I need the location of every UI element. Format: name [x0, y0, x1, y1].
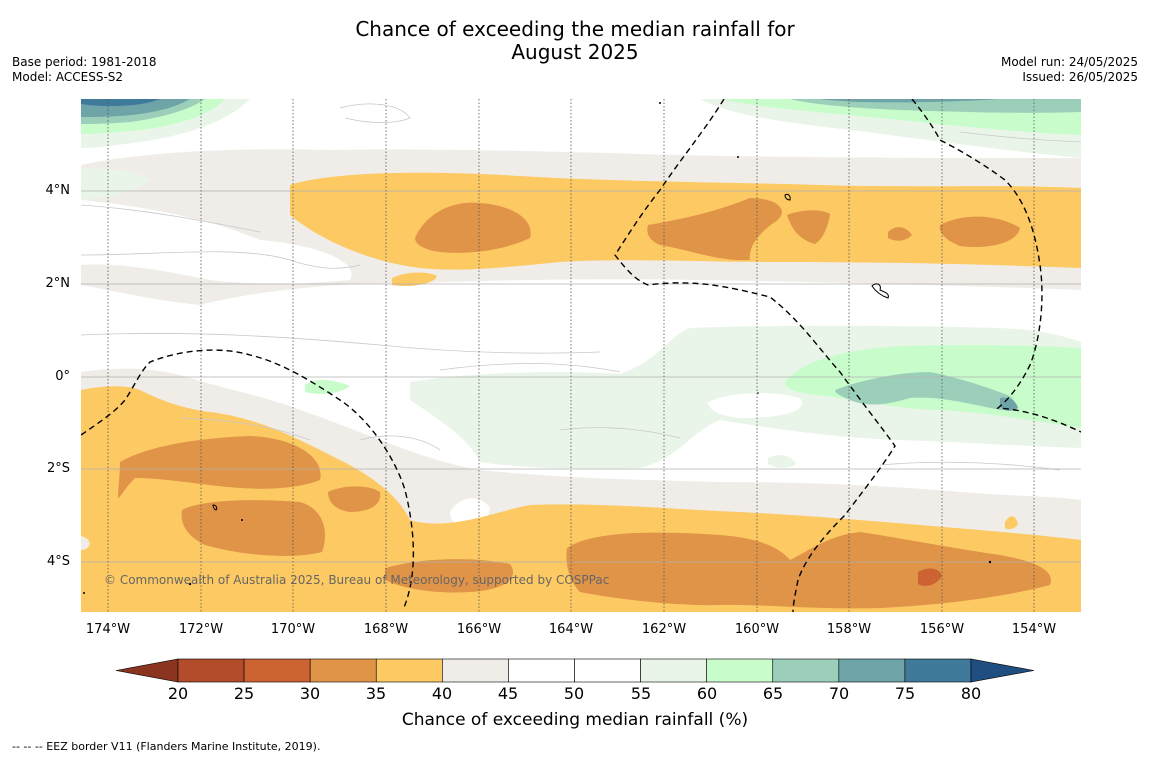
lon-label-172w: 172°W — [178, 622, 224, 637]
band-north-30-35-a — [415, 202, 531, 253]
colorbar-tick-45: 45 — [497, 684, 519, 703]
contour-lines — [81, 103, 1081, 471]
meta-left: Base period: 1981-2018 Model: ACCESS-S2 — [12, 55, 157, 85]
model-text: Model: ACCESS-S2 — [12, 70, 124, 84]
colorbar-segment-1 — [243, 658, 311, 683]
lat-label-2n: 2°N — [45, 276, 71, 291]
lon-label-164w: 164°W — [548, 622, 594, 637]
colorbar-segment-4 — [442, 658, 509, 683]
colorbar-tick-55: 55 — [630, 684, 652, 703]
band-south-25-30 — [918, 568, 942, 586]
top-left-80 — [81, 99, 160, 106]
lat-label-4n: 4°N — [45, 183, 71, 198]
band-south-30-35-e — [566, 532, 1051, 609]
lon-label-160w: 160°W — [734, 622, 780, 637]
band-south-30-35-b — [181, 500, 326, 556]
eez-borders — [81, 99, 1081, 612]
band-south-30-35-a — [118, 436, 321, 498]
colorbar-below-triangle — [115, 658, 179, 683]
colorbar-tick-50: 50 — [563, 684, 585, 703]
band-equator-65-70-small — [1000, 397, 1018, 411]
green-patch-west — [81, 168, 150, 200]
green-patch-sw — [768, 455, 796, 468]
colorbar-segments — [177, 658, 972, 683]
map-layer — [81, 99, 1081, 612]
band-north-30-35-b — [647, 198, 782, 261]
band-equator-65-70 — [835, 372, 1015, 411]
band-north-35-40-small — [392, 272, 437, 286]
small-green-west — [305, 379, 350, 394]
lon-label-168w: 168°W — [363, 622, 409, 637]
colorbar-segment-11 — [904, 658, 972, 683]
colorbar-tick-75: 75 — [894, 684, 916, 703]
lat-label-4s: 4°S — [46, 554, 70, 569]
band-equator-white-hole — [708, 393, 802, 418]
colorbar-segment-8 — [706, 658, 774, 683]
colorbar-tick-65: 65 — [762, 684, 784, 703]
colorbar-segment-6 — [574, 658, 641, 683]
colorbar-above-triangle — [970, 658, 1035, 683]
base-period-text: Base period: 1981-2018 — [12, 55, 157, 69]
colorbar-tick-70: 70 — [828, 684, 850, 703]
lat-label-0: 0° — [55, 369, 70, 384]
colorbar-segment-5 — [508, 658, 575, 683]
model-run-text: Model run: 24/05/2025 — [1000, 55, 1138, 69]
colorbar-segment-10 — [838, 658, 906, 683]
colorbar-segment-0 — [177, 658, 245, 683]
band-south-35-40-small — [1005, 516, 1018, 530]
title-line-2: August 2025 — [511, 40, 639, 64]
band-north-30-35-e — [939, 216, 1020, 248]
top-right-75 — [820, 99, 1000, 103]
lon-label-166w: 166°W — [456, 622, 502, 637]
colorbar-tick-40: 40 — [431, 684, 453, 703]
colorbar-tick-35: 35 — [365, 684, 387, 703]
band-south-30-35-c — [328, 486, 381, 512]
island-dots — [83, 102, 992, 594]
lon-label-170w: 170°W — [270, 622, 316, 637]
colorbar-tick-30: 30 — [299, 684, 321, 703]
north-white-gap — [81, 200, 352, 284]
colorbar-segment-3 — [375, 658, 443, 683]
band-south-30-35-d — [385, 559, 514, 593]
latitude-gridlines — [81, 190, 1081, 563]
colorbar-tick-25: 25 — [233, 684, 255, 703]
longitude-gridlines — [107, 99, 1035, 612]
lon-label-154w: 154°W — [1011, 622, 1057, 637]
colorbar-tick-80: 80 — [960, 684, 982, 703]
lon-label-156w: 156°W — [919, 622, 965, 637]
band-north-30-35-c — [787, 210, 830, 244]
band-north-30-35-d — [888, 227, 912, 241]
islands — [212, 193, 889, 511]
map-title: Chance of exceeding the median rainfall … — [0, 18, 1150, 64]
lat-label-2s: 2°S — [46, 461, 70, 476]
lon-label-162w: 162°W — [641, 622, 687, 637]
eez-footnote: -- -- -- EEZ border V11 (Flanders Marine… — [12, 740, 321, 753]
lon-label-158w: 158°W — [826, 622, 872, 637]
title-line-1: Chance of exceeding the median rainfall … — [355, 17, 795, 41]
colorbar-segment-2 — [309, 658, 377, 683]
issued-text: Issued: 26/05/2025 — [1022, 70, 1138, 84]
lon-label-174w: 174°W — [85, 622, 131, 637]
top-right-70 — [790, 99, 1081, 113]
colorbar-segment-7 — [640, 658, 707, 683]
colorbar-label: Chance of exceeding median rainfall (%) — [401, 710, 749, 730]
meta-right: Model run: 24/05/2025 Issued: 26/05/2025 — [1001, 55, 1138, 85]
colorbar-tick-60: 60 — [696, 684, 718, 703]
colorbar-segment-9 — [772, 658, 840, 683]
copyright-text: © Commonwealth of Australia 2025, Bureau… — [104, 573, 610, 587]
colorbar-tick-20: 20 — [167, 684, 189, 703]
